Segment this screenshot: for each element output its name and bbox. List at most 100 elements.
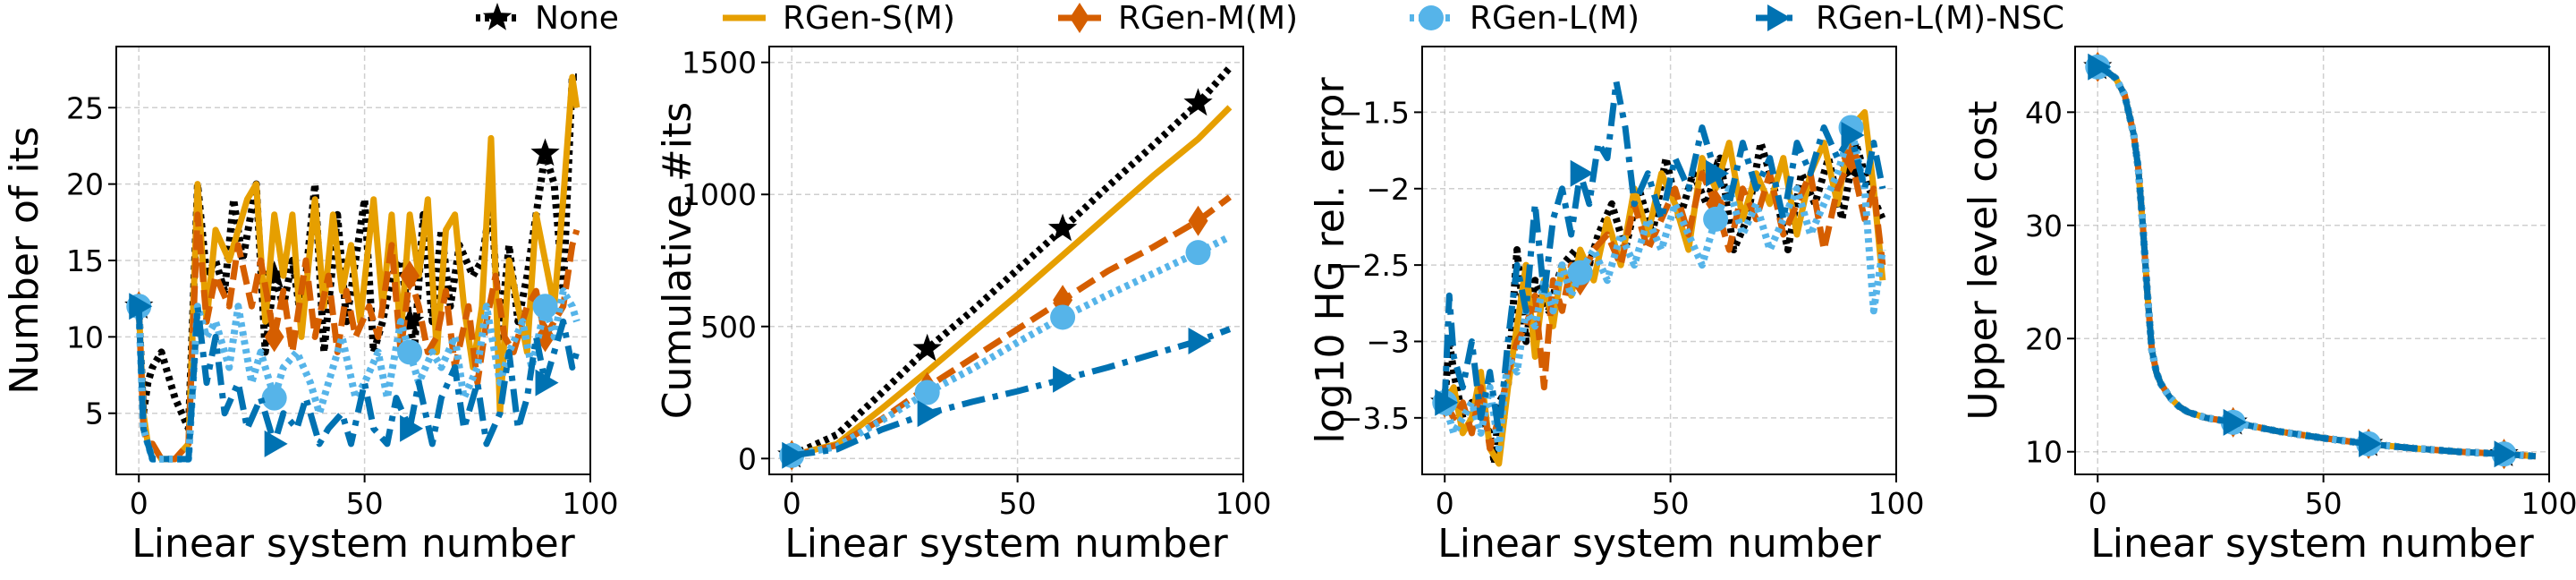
y-tick-label: 40 <box>2025 95 2063 130</box>
y-tick-label: −3 <box>1366 324 1410 359</box>
data-point <box>1703 206 1729 232</box>
x-tick-label: 100 <box>1868 486 1925 521</box>
x-tick-label: 0 <box>783 486 801 521</box>
series-line <box>1441 139 1886 467</box>
x-tick-label: 100 <box>2521 486 2576 521</box>
data-point <box>1183 88 1213 116</box>
series-line <box>791 326 1232 459</box>
series-group <box>777 64 1233 471</box>
x-tick-label: 0 <box>2089 486 2107 521</box>
axes-frame <box>1421 46 1897 475</box>
chart-panel: 0 50 100 5 10 15 20 25 Linear system number Numbe… <box>2 46 619 567</box>
data-point <box>1047 213 1078 242</box>
x-tick-label: 50 <box>1652 486 1690 521</box>
x-tick-label: 0 <box>1436 486 1454 521</box>
legend-marker <box>1070 3 1089 33</box>
data-point <box>2494 440 2518 468</box>
data-point <box>1435 388 1459 416</box>
series-line <box>2096 64 2537 460</box>
series-line <box>790 64 1233 459</box>
data-point <box>2088 53 2112 81</box>
legend-label: RGen-M(M) <box>1118 0 1298 37</box>
data-point <box>914 380 940 405</box>
series-line <box>2096 64 2537 460</box>
y-tick-label: 25 <box>66 90 104 125</box>
data-point <box>1188 205 1208 236</box>
series-line <box>1441 124 1886 452</box>
legend-marker <box>482 3 513 30</box>
data-point <box>400 260 420 292</box>
data-point <box>129 293 153 320</box>
data-point <box>1185 240 1211 266</box>
series-line <box>2096 64 2537 460</box>
data-point <box>1706 159 1730 187</box>
y-axis-label: Upper level cost <box>1961 100 2006 420</box>
series-group <box>124 73 580 463</box>
series-line <box>791 105 1233 459</box>
legend-label: RGen-S(M) <box>783 0 955 37</box>
data-point <box>912 333 942 362</box>
data-point <box>530 138 560 166</box>
data-point <box>261 385 287 411</box>
y-tick-label: −3.5 <box>1338 401 1410 436</box>
axes-frame <box>768 46 1244 475</box>
data-point <box>532 294 558 320</box>
series-line <box>135 211 580 463</box>
data-point <box>264 321 284 353</box>
y-tick-label: −2 <box>1366 172 1410 207</box>
y-tick-label: −2.5 <box>1338 248 1410 283</box>
data-point <box>1053 365 1077 393</box>
data-point <box>917 400 941 428</box>
chart-panel: 0 50 100 −3.5 −3 −2.5 −2 −1.5 Linear system numb… <box>1308 46 1925 567</box>
series-group <box>1430 78 1886 467</box>
axes-frame <box>2074 46 2550 475</box>
series-group <box>2083 51 2537 470</box>
x-tick-label: 0 <box>130 486 148 521</box>
legend-marker <box>1767 4 1791 31</box>
chart-panel: 0 50 100 10 20 30 40 Linear system number Upper … <box>1961 46 2576 567</box>
legend-label: None <box>535 0 619 37</box>
data-point <box>1050 304 1076 330</box>
x-tick-label: 50 <box>2305 486 2343 521</box>
y-tick-label: 20 <box>2025 321 2063 356</box>
y-tick-label: 1500 <box>682 46 757 81</box>
x-axis-label: Linear system number <box>131 521 575 567</box>
y-tick-label: 5 <box>85 397 104 431</box>
legend-entry: RGen-L(M) <box>1410 0 1640 37</box>
series-line <box>135 287 580 463</box>
x-tick-label: 100 <box>563 486 619 521</box>
x-tick-label: 50 <box>346 486 384 521</box>
y-tick-label: 15 <box>66 243 104 278</box>
y-tick-label: 10 <box>2025 435 2063 470</box>
x-tick-label: 50 <box>999 486 1037 521</box>
data-point <box>264 430 288 457</box>
y-tick-label: −1.5 <box>1338 95 1410 130</box>
data-point <box>1188 327 1212 354</box>
x-axis-label: Linear system number <box>784 521 1228 567</box>
data-point <box>1841 122 1865 149</box>
y-tick-label: 20 <box>66 167 104 202</box>
legend-entry: RGen-L(M)-NSC <box>1756 0 2064 37</box>
series-line <box>1442 108 1886 467</box>
data-point <box>259 260 289 288</box>
data-point <box>400 414 424 442</box>
data-point <box>2359 430 2383 457</box>
series-line <box>2096 64 2537 460</box>
legend-label: RGen-L(M) <box>1470 0 1640 37</box>
y-tick-label: 0 <box>738 441 757 476</box>
legend-entry: RGen-S(M) <box>723 0 955 37</box>
y-tick-label: 30 <box>2025 209 2063 243</box>
data-point <box>1570 159 1594 187</box>
data-point <box>782 441 806 469</box>
data-point <box>2223 408 2247 436</box>
series-line <box>791 233 1232 459</box>
data-point <box>1567 260 1593 286</box>
y-axis-label: Cumulative #its <box>655 102 700 419</box>
series-line <box>135 303 580 463</box>
legend-entry: RGen-M(M) <box>1058 0 1298 37</box>
y-tick-label: 500 <box>700 310 757 345</box>
y-axis-label: log10 HG rel. error <box>1308 77 1353 444</box>
